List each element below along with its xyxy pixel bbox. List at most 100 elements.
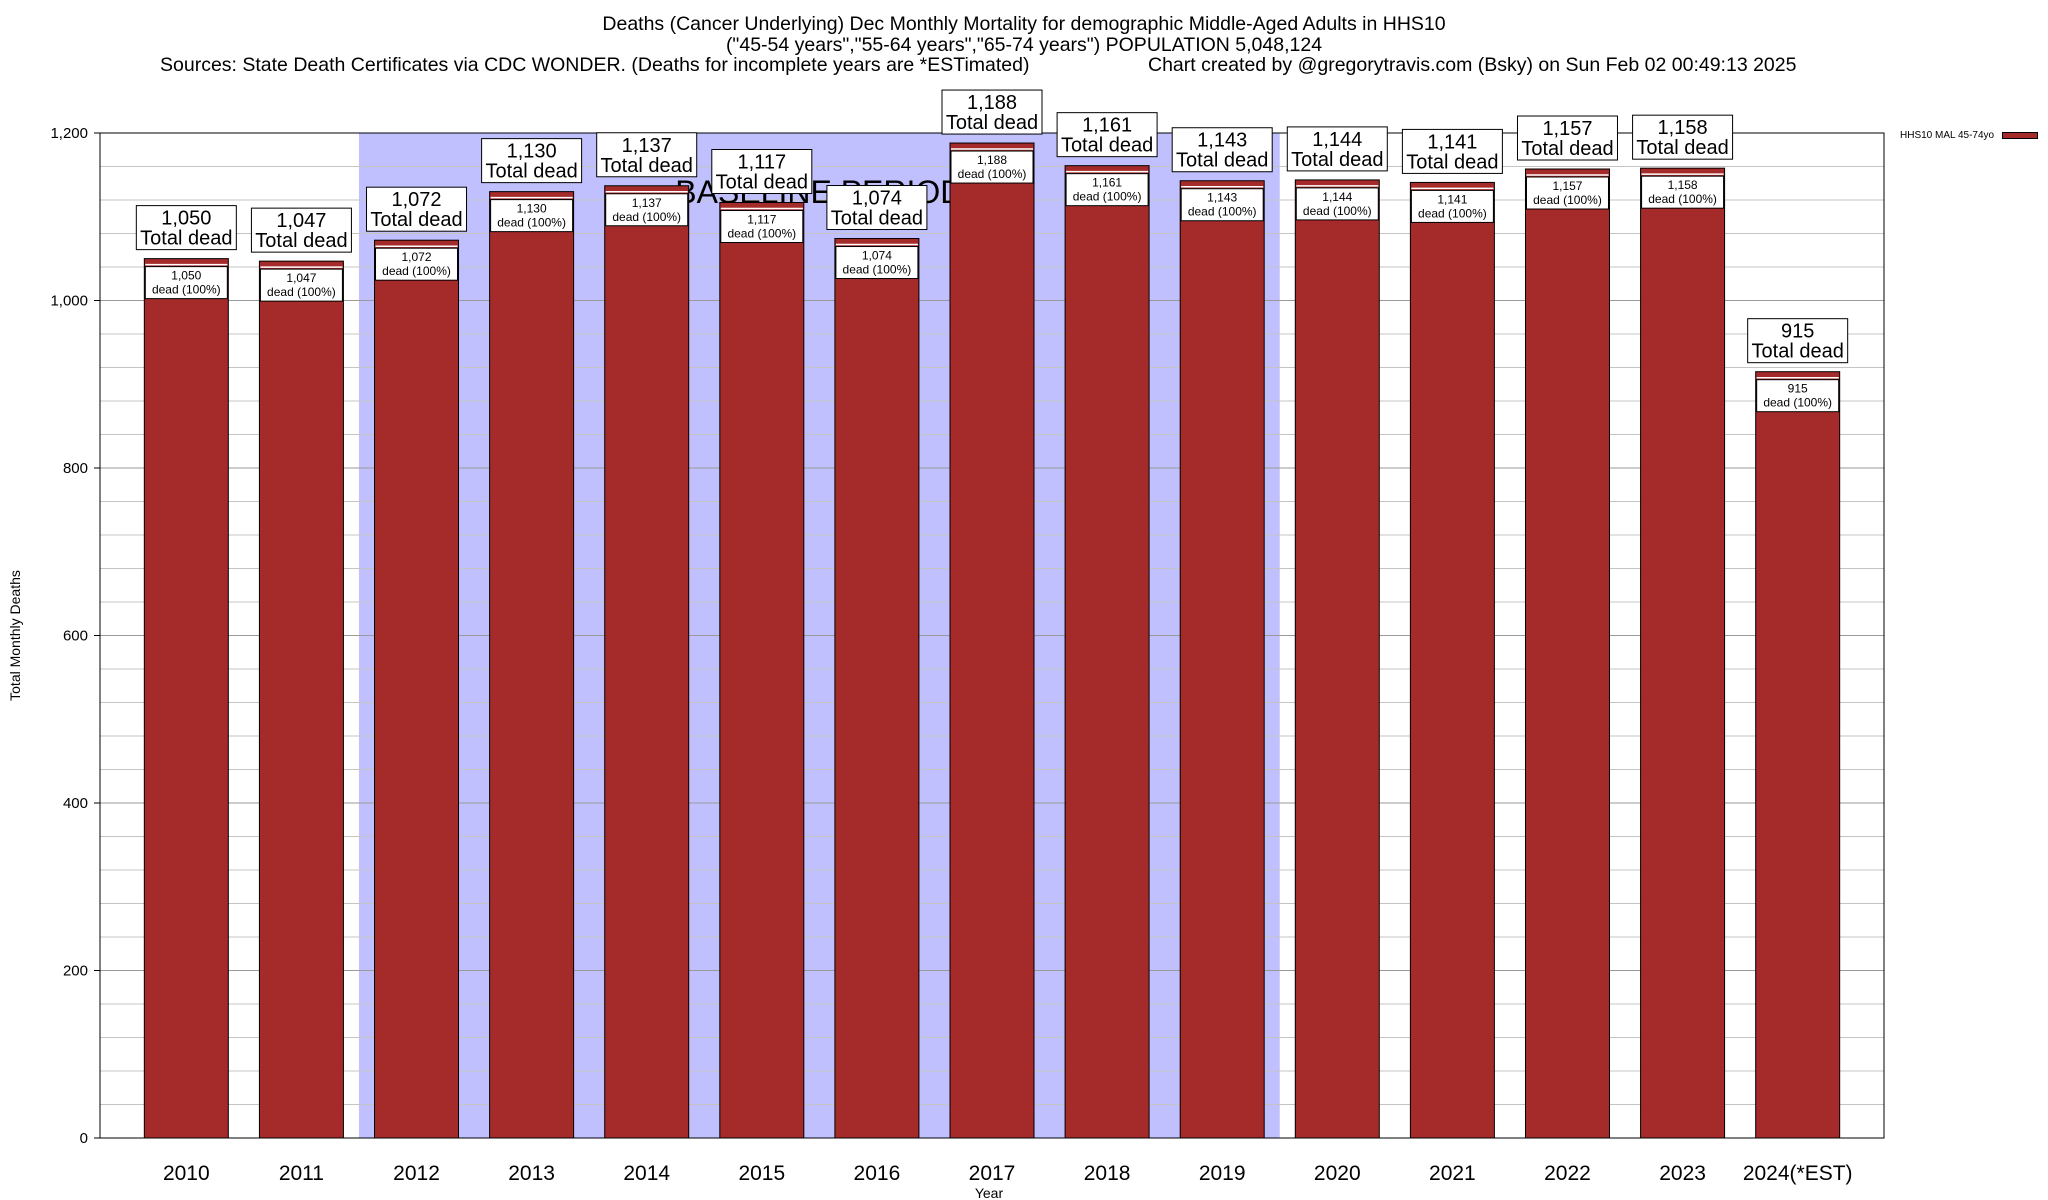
bar-inner-label-box: [1410, 189, 1494, 223]
bar-total-value: 1,188: [967, 92, 1017, 114]
bar-inner-percent: dead (100%): [1533, 193, 1602, 207]
bar-total-value: 1,158: [1658, 117, 1708, 139]
bar-total-text: Total dead: [831, 208, 923, 230]
bar-total-value: 1,137: [622, 135, 672, 157]
x-tick-label: 2010: [163, 1162, 210, 1185]
bar-inner-value: 1,141: [1437, 192, 1467, 206]
bar-total-label-box: [596, 132, 698, 178]
bar-inner-value: 1,137: [632, 196, 662, 210]
bar-inner-value: 1,144: [1322, 190, 1352, 204]
bar-total-text: Total dead: [485, 161, 577, 183]
bar-inner-label-box: [1641, 175, 1725, 209]
bar-inner-percent: dead (100%): [1763, 396, 1832, 410]
bar-inner-percent: dead (100%): [1073, 190, 1142, 204]
bar-inner-value: 1,143: [1207, 191, 1237, 205]
bar: [1640, 167, 1726, 1139]
bar-total-text: Total dead: [1752, 341, 1844, 363]
bar-total-text: Total dead: [1521, 138, 1613, 160]
bar: [834, 238, 920, 1139]
bar-total-label-box: [1401, 128, 1503, 174]
bar: [1064, 165, 1150, 1139]
bar-total-label-box: [1171, 127, 1273, 173]
x-tick-label: 2014: [623, 1162, 670, 1185]
y-axis-label: Total Monthly Deaths: [7, 570, 23, 701]
chart-legend: HHS10 MAL 45-74yo: [1900, 130, 2039, 141]
x-tick-label: 2013: [508, 1162, 555, 1185]
bar-total-value: 1,050: [161, 208, 211, 230]
bar-total-text: Total dead: [1291, 149, 1383, 171]
x-tick-label: 2016: [854, 1162, 901, 1185]
bar-inner-percent: dead (100%): [958, 167, 1027, 181]
bar-total-value: 1,130: [507, 141, 557, 163]
chart-title-line-1: Deaths (Cancer Underlying) Dec Monthly M…: [602, 13, 1446, 35]
y-tick-label: 400: [63, 795, 88, 812]
bar-inner-value: 1,158: [1668, 178, 1698, 192]
bar-inner-value: 1,130: [517, 202, 547, 216]
x-tick-label: 2024(*EST): [1743, 1162, 1853, 1185]
bar: [258, 260, 344, 1139]
bar-inner-label-box: [1295, 187, 1379, 221]
bar-inner-value: 1,050: [171, 269, 201, 283]
bar: [604, 185, 690, 1139]
x-tick-label: 2023: [1659, 1162, 1706, 1185]
bar-total-text: Total dead: [1406, 151, 1498, 173]
bar: [719, 202, 805, 1139]
bar-total-label-box: [366, 186, 468, 232]
bar-inner-label-box: [1525, 176, 1609, 210]
bar-inner-percent: dead (100%): [727, 227, 796, 241]
bar-inner-label-box: [1756, 379, 1840, 413]
x-tick-label: 2015: [738, 1162, 785, 1185]
bar-total-text: Total dead: [601, 155, 693, 177]
bar-total-text: Total dead: [140, 228, 232, 250]
y-tick-label: 600: [63, 628, 88, 645]
bar-total-label-box: [941, 89, 1043, 135]
bar-inner-label-box: [375, 247, 459, 281]
x-tick-label: 2019: [1199, 1162, 1246, 1185]
bar-inner-label-box: [1180, 188, 1264, 222]
bar-total-value: 1,072: [391, 189, 441, 211]
y-tick-label: 800: [63, 460, 88, 477]
x-tick-label: 2018: [1084, 1162, 1131, 1185]
bar-total-value: 1,143: [1197, 130, 1247, 152]
bar-total-value: 1,074: [852, 188, 902, 210]
y-tick-label: 200: [63, 963, 88, 980]
bar-inner-value: 1,074: [862, 249, 892, 263]
bar: [143, 258, 229, 1139]
x-tick-label: 2022: [1544, 1162, 1591, 1185]
bar-total-value: 915: [1781, 321, 1814, 343]
bar: [374, 239, 460, 1139]
x-tick-label: 2021: [1429, 1162, 1476, 1185]
bar-inner-percent: dead (100%): [1303, 204, 1372, 218]
bar-total-label-box: [1516, 115, 1618, 161]
bar-inner-percent: dead (100%): [152, 283, 221, 297]
bar: [1294, 179, 1380, 1139]
y-tick-label: 1,200: [50, 125, 88, 142]
bar-inner-percent: dead (100%): [843, 263, 912, 277]
bar: [1524, 168, 1610, 1139]
bar-inner-percent: dead (100%): [497, 216, 566, 230]
bar-total-label-box: [1632, 114, 1734, 160]
x-tick-label: 2020: [1314, 1162, 1361, 1185]
bar-total-label-box: [1056, 112, 1158, 158]
chart-credit: Chart created by @gregorytravis.com (Bsk…: [1148, 54, 1797, 76]
bar-total-value: 1,141: [1427, 131, 1477, 153]
y-tick-label: 1,000: [50, 293, 88, 310]
bar: [489, 191, 575, 1139]
bar-inner-label-box: [1065, 173, 1149, 207]
bar-total-label-box: [135, 205, 237, 251]
bar-total-label-box: [481, 138, 583, 184]
bar-inner-value: 915: [1788, 382, 1808, 396]
legend-label: HHS10 MAL 45-74yo: [1900, 130, 1995, 141]
bar-total-label-box: [1747, 318, 1849, 364]
bar-total-value: 1,117: [738, 152, 787, 174]
bar-total-label-box: [711, 149, 813, 195]
bar-inner-label-box: [835, 246, 919, 280]
bar-total-text: Total dead: [370, 209, 462, 231]
bar-inner-label-box: [144, 266, 228, 300]
bar-total-text: Total dead: [946, 112, 1038, 134]
bar: [1179, 180, 1265, 1139]
bar-inner-value: 1,072: [402, 250, 432, 264]
x-tick-label: 2012: [393, 1162, 440, 1185]
bar-inner-value: 1,047: [286, 271, 316, 285]
bar-total-value: 1,144: [1312, 129, 1362, 151]
